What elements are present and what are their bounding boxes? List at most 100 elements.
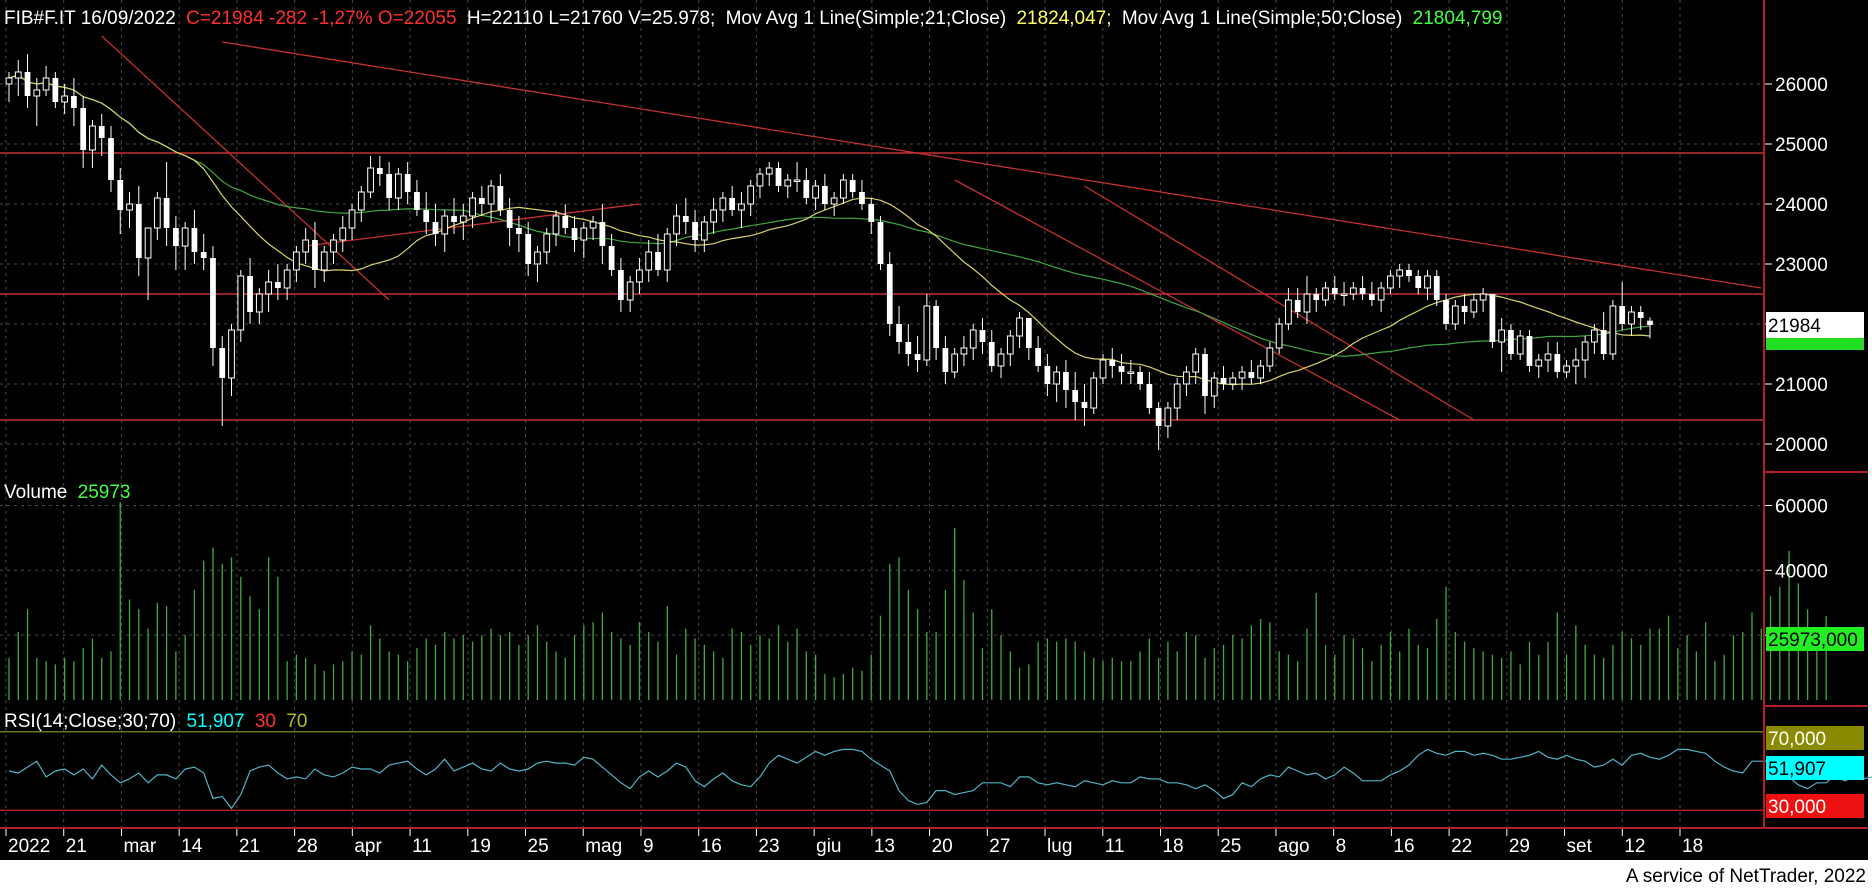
candle	[478, 186, 485, 216]
chart-background	[0, 0, 1868, 860]
candle-body-down	[1600, 330, 1607, 354]
volume-value: 25973	[78, 482, 131, 503]
candle	[663, 228, 671, 282]
candle	[265, 270, 272, 312]
candle	[33, 78, 41, 126]
candle	[868, 198, 875, 234]
candle	[1266, 342, 1274, 372]
candle	[645, 240, 653, 282]
candle	[1415, 270, 1422, 294]
candle	[1313, 288, 1320, 312]
candle-body-down	[108, 138, 114, 180]
price-header: FIB#F.IT 16/09/2022 C=21984 -282 -1,27% …	[4, 8, 1503, 29]
time-tick-label: 21	[66, 836, 87, 857]
candle	[24, 54, 31, 108]
candle	[1508, 324, 1514, 360]
candle	[330, 234, 337, 264]
candle-body-down	[618, 270, 624, 300]
candle	[719, 192, 727, 222]
candle	[386, 162, 392, 210]
candle-body-down	[868, 204, 875, 222]
candle	[98, 114, 105, 156]
candle	[367, 156, 374, 198]
candle-body-down	[1313, 294, 1320, 300]
candle-body-up	[710, 209, 717, 223]
candle	[1109, 348, 1116, 378]
candle-body-down	[80, 108, 87, 150]
candle-body-down	[905, 342, 912, 354]
candle	[1164, 402, 1172, 438]
candle	[348, 204, 356, 240]
candle-body-down	[432, 222, 439, 234]
candle-body-down	[859, 192, 865, 204]
candle	[1025, 318, 1032, 360]
candle-body-up	[293, 251, 300, 271]
candle-body-up	[1349, 287, 1357, 295]
trendline	[222, 41, 1762, 289]
candle	[543, 228, 551, 264]
time-tick-label: 27	[989, 836, 1010, 857]
rsi-high: 70	[286, 711, 307, 732]
candle-body-down	[274, 282, 281, 288]
candle	[1554, 342, 1561, 378]
candle-body-down	[896, 324, 902, 342]
candle-body-up	[1535, 359, 1543, 367]
candle	[700, 216, 708, 252]
time-tick-label: 25	[1220, 836, 1241, 857]
candle-body-down	[386, 174, 392, 198]
candle	[571, 216, 578, 252]
time-tick-label: 20	[932, 836, 953, 857]
candle	[951, 348, 959, 378]
candle-body-up	[1210, 377, 1218, 397]
trendline	[1084, 185, 1475, 421]
candle-body-up	[552, 215, 560, 235]
candle-body-down	[506, 210, 513, 228]
svg-text:51,907: 51,907	[1768, 759, 1826, 780]
candle-body-down	[877, 222, 884, 264]
candle-body-down	[52, 78, 59, 102]
candle	[1053, 366, 1061, 402]
candle-body-up	[1164, 407, 1172, 427]
candle	[1006, 330, 1014, 366]
candle-body-down	[655, 252, 661, 270]
candle-body-up	[747, 185, 755, 205]
candle	[1563, 360, 1570, 378]
candle-body-up	[765, 167, 773, 175]
ma50-label: Mov Avg 1 Line(Simple;50;Close)	[1122, 8, 1403, 29]
candle	[682, 198, 689, 234]
svg-text:30,000: 30,000	[1768, 797, 1826, 818]
rsi-label: RSI(14;Close;30;70)	[4, 711, 176, 732]
candle-body-down	[1415, 276, 1422, 288]
candle	[599, 204, 606, 264]
candle-body-down	[71, 96, 77, 108]
trendline	[954, 179, 1400, 421]
candle	[1063, 360, 1069, 408]
candle	[534, 246, 541, 282]
price-tick-label: 24000	[1775, 195, 1828, 216]
candle	[1081, 384, 1088, 426]
candle	[1248, 360, 1255, 384]
candle	[1044, 354, 1051, 396]
candle	[784, 174, 792, 198]
candle	[89, 120, 96, 168]
candle-body-up	[237, 275, 245, 331]
candle-body-up	[487, 185, 495, 205]
candle-body-down	[1331, 288, 1338, 294]
candle	[5, 72, 13, 102]
candle	[1433, 270, 1440, 306]
candle	[636, 258, 643, 294]
time-tick-label: 13	[874, 836, 895, 857]
candle	[580, 222, 588, 258]
ma50-path	[8, 74, 1651, 357]
candle	[42, 66, 50, 96]
candle-body-up	[1424, 275, 1431, 289]
volume-badge: 25973,000	[1766, 627, 1864, 651]
candle	[1285, 288, 1292, 330]
candle-body-up	[5, 77, 13, 85]
volume-bars	[8, 502, 1827, 700]
candle-body-up	[153, 197, 161, 229]
candle	[1387, 270, 1394, 294]
candle-body-up	[923, 305, 931, 361]
candle	[200, 234, 207, 270]
rsi-line	[8, 748, 1872, 810]
